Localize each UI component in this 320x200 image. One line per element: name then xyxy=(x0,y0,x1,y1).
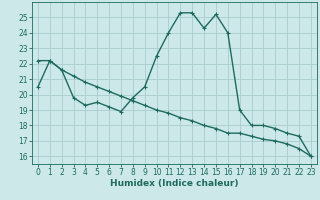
X-axis label: Humidex (Indice chaleur): Humidex (Indice chaleur) xyxy=(110,179,239,188)
